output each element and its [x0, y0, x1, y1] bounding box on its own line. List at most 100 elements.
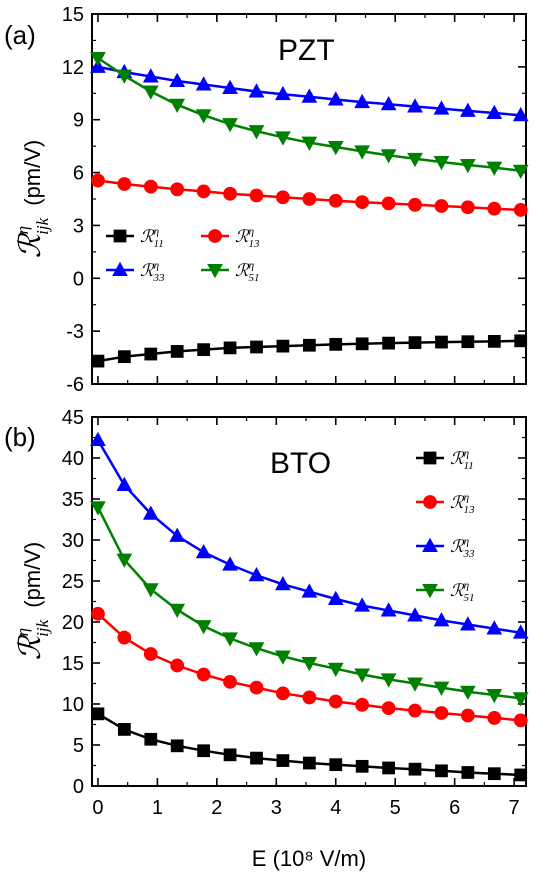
- y-axis-label-b: ℛηijk (pm/V): [13, 542, 52, 661]
- data-point-a-1-5: [223, 186, 237, 201]
- y-axis-label-sup-b: η: [13, 628, 32, 636]
- x-axis-label-b: E (10⁸ V/m): [252, 846, 366, 871]
- data-point-b-1-13: [434, 706, 449, 720]
- x-tick-label-b: 2: [211, 797, 222, 819]
- data-point-b-2-9: [327, 590, 344, 606]
- data-point-a-1-9: [328, 193, 343, 208]
- data-point-a-2-4: [195, 76, 212, 91]
- data-point-a-0-9: [329, 337, 343, 351]
- data-point-b-1-0: [91, 606, 105, 621]
- data-point-a-1-11: [381, 196, 396, 211]
- data-point-b-0-4: [197, 744, 211, 758]
- data-point-a-1-3: [170, 182, 185, 197]
- data-point-b-3-11: [380, 673, 397, 688]
- legend-label-b-2-sub: 33: [463, 548, 476, 560]
- data-point-a-0-12: [408, 336, 422, 349]
- data-point-b-1-2: [143, 647, 158, 661]
- data-point-a-3-13: [433, 156, 450, 171]
- x-tick-label-b: 7: [509, 797, 520, 819]
- data-point-a-1-0: [91, 173, 105, 188]
- legend-label-a-2-sub: 33: [153, 272, 166, 284]
- legend-label-a-0: ℛη 11: [140, 225, 164, 250]
- data-point-a-3-1: [116, 69, 133, 84]
- panel-label-a: (a): [4, 20, 36, 50]
- data-point-b-1-15: [487, 711, 502, 725]
- data-point-a-1-14: [460, 200, 475, 215]
- data-point-b-3-6: [248, 642, 265, 657]
- data-point-b-2-5: [222, 556, 238, 571]
- data-point-b-0-1: [117, 723, 131, 736]
- legend-label-a-2-sup: η: [154, 259, 159, 271]
- x-tick-label-b: 6: [449, 797, 460, 819]
- data-point-a-2-8: [301, 88, 318, 103]
- data-point-b-0-13: [435, 764, 448, 778]
- data-point-a-0-1: [117, 350, 131, 364]
- x-tick-label-b: 4: [330, 797, 341, 819]
- y-tick-label-a: 3: [73, 215, 84, 237]
- data-point-a-0-11: [382, 336, 395, 350]
- legend-marker-b-1: [423, 495, 437, 509]
- data-point-b-0-12: [408, 762, 422, 776]
- y-tick-label-b: 15: [62, 653, 84, 675]
- data-point-a-1-2: [143, 179, 158, 194]
- data-point-b-2-11: [380, 602, 397, 617]
- y-axis-label-symbol-a: ℛ: [14, 232, 47, 258]
- data-point-a-3-2: [142, 85, 159, 100]
- legend-label-a-3-sup: η: [249, 259, 254, 271]
- legend-label-b-3: ℛη 51: [450, 579, 475, 604]
- data-point-b-1-4: [196, 667, 211, 682]
- legend-label-b-1: ℛη 13: [450, 491, 475, 516]
- data-point-a-3-9: [327, 141, 344, 156]
- legend-label-a-3-sub: 51: [249, 272, 260, 284]
- legend-label-b-3-sub: 51: [464, 592, 475, 604]
- data-point-b-0-9: [329, 758, 343, 772]
- legend-label-a-3-main: ℛ: [235, 261, 250, 280]
- data-point-a-1-15: [487, 201, 502, 216]
- legend-label-b-2: ℛη 33: [450, 535, 475, 560]
- data-point-a-0-4: [197, 343, 211, 357]
- y-axis-label-unit-b: (pm/V): [20, 542, 45, 614]
- data-point-a-0-14: [461, 335, 475, 349]
- data-point-b-0-11: [382, 761, 395, 775]
- data-point-b-1-11: [381, 701, 396, 715]
- data-point-a-3-14: [459, 158, 476, 174]
- legend-marker-a-0: [113, 229, 127, 243]
- data-point-b-2-12: [407, 607, 423, 622]
- data-point-b-1-1: [117, 630, 132, 645]
- data-point-b-2-16: [512, 624, 529, 639]
- data-point-b-1-8: [302, 690, 317, 705]
- data-point-a-3-4: [195, 109, 212, 124]
- data-point-a-2-16: [512, 107, 529, 122]
- data-point-a-2-15: [486, 104, 503, 120]
- data-point-b-2-1: [116, 476, 133, 492]
- y-axis-label-a: ℛηijk (pm/V): [13, 140, 52, 259]
- data-point-a-3-5: [222, 118, 238, 133]
- data-point-b-1-9: [328, 694, 343, 709]
- data-point-a-0-8: [302, 338, 316, 352]
- data-point-a-1-8: [302, 192, 317, 206]
- data-point-b-0-8: [302, 756, 316, 770]
- data-point-b-1-12: [408, 703, 422, 718]
- data-point-b-1-3: [170, 658, 185, 673]
- data-point-a-0-15: [487, 334, 501, 348]
- legend-label-a-0-main: ℛ: [140, 227, 155, 246]
- legend-label-b-0-sup: η: [464, 447, 469, 459]
- data-point-b-3-15: [486, 688, 503, 704]
- data-point-a-2-11: [380, 95, 397, 111]
- legend-marker-b-2: [422, 537, 438, 552]
- legend-label-a-2: ℛη 33: [140, 259, 165, 284]
- data-point-a-2-2: [142, 68, 159, 83]
- data-point-a-0-10: [355, 337, 369, 351]
- data-point-a-3-6: [248, 125, 265, 140]
- data-point-a-1-6: [249, 188, 264, 203]
- y-tick-label-b: 30: [62, 530, 84, 552]
- data-point-b-0-16: [514, 768, 528, 782]
- y-axis-label-sup-a: η: [13, 226, 32, 234]
- legend-label-a-1-sub: 13: [249, 238, 261, 250]
- legend-label-b-2-sup: η: [464, 535, 469, 547]
- x-tick-label-b: 5: [390, 797, 401, 819]
- legend-label-b-0-main: ℛ: [450, 449, 465, 468]
- data-point-b-0-5: [223, 748, 237, 762]
- data-point-b-2-15: [486, 620, 503, 635]
- data-point-a-3-3: [169, 98, 186, 113]
